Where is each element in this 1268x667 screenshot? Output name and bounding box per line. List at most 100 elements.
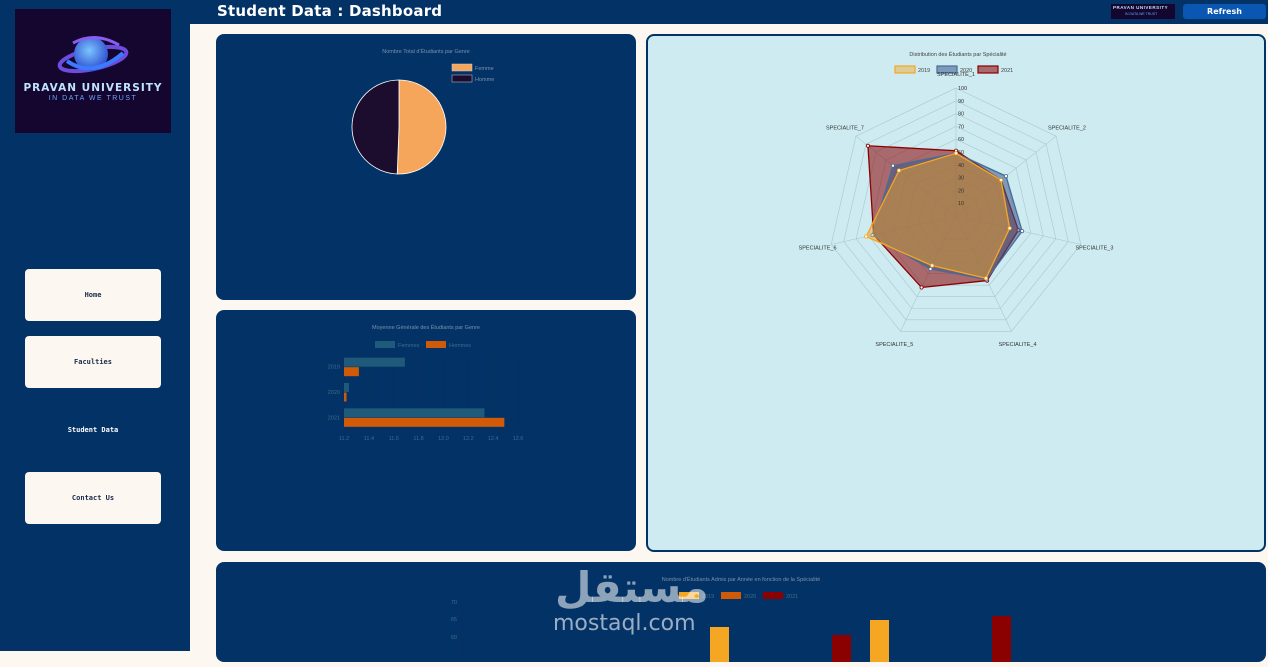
- radar-point: [1004, 174, 1009, 179]
- radar-axis-label: SPECIALITE_2: [1048, 125, 1086, 131]
- legend-swatch: [763, 592, 783, 599]
- x-tick-label: 12.0: [438, 436, 449, 442]
- legend-swatch: [375, 341, 395, 348]
- nav-faculties-button[interactable]: Faculties: [25, 336, 161, 388]
- radar-point: [865, 143, 870, 148]
- university-tagline: IN DATA WE TRUST: [48, 95, 138, 102]
- radar-point: [870, 233, 875, 238]
- radar-point: [1020, 229, 1025, 234]
- radar-grid-ring: [843, 100, 1069, 321]
- nav-home-button[interactable]: Home: [25, 269, 161, 321]
- radar-series-2019: [865, 152, 1011, 280]
- x-tick-label: 12.6: [513, 436, 524, 442]
- x-tick-label: 11.8: [413, 436, 423, 442]
- legend-label: 2019: [702, 594, 714, 600]
- radar-axis-label: SPECIALITE_5: [875, 342, 913, 348]
- radar-point: [930, 263, 935, 268]
- admitted-bar-chart: Nombre d'Étudiants Admis par Année en fo…: [451, 576, 1011, 667]
- radar-tick-label: 10: [958, 201, 964, 207]
- admitted-bars: [710, 616, 1011, 667]
- x-tick-label: 11.2: [339, 436, 349, 442]
- average-bar-card: Moyenne Générale des Étudiants par Genre…: [216, 310, 636, 551]
- watermark-latin: mostaql.com: [553, 611, 696, 636]
- legend-swatch: [721, 592, 741, 599]
- university-logo: PRAVAN UNIVERSITY IN DATA WE TRUST: [15, 9, 171, 133]
- x-tick-label: 12.4: [488, 436, 499, 442]
- legend-swatch: [451, 74, 473, 83]
- radar-axis-label: SPECIALITE_3: [1075, 246, 1113, 252]
- legend-swatch: [936, 65, 958, 74]
- admitted-bar: [992, 616, 1011, 666]
- radar-tick-label: 30: [958, 176, 964, 182]
- hbar-bar: [344, 392, 347, 402]
- legend-label: 2020: [744, 594, 756, 600]
- y-tick-label: 2019: [328, 365, 340, 371]
- legend-swatch: [451, 63, 473, 72]
- gender-pie-chart: Nombre Total d'Étudiants par Genre Femme…: [351, 48, 494, 175]
- radar-point: [999, 178, 1004, 183]
- y-tick-label: 60: [451, 635, 457, 641]
- nav-contact-button[interactable]: Contact Us: [25, 472, 161, 524]
- globe-logo-icon: [57, 36, 129, 74]
- radar-tick-label: 50: [958, 150, 964, 156]
- radar-grid-ring: [830, 87, 1082, 332]
- hbar-bar: [344, 357, 405, 367]
- specialite-radar-chart: Distribution des Étudiants par Spécialit…: [799, 51, 1114, 348]
- x-tick-label: 12.2: [463, 436, 474, 442]
- radar-series-2020: [871, 152, 1023, 281]
- hbar-title: Moyenne Générale des Étudiants par Genre: [372, 324, 480, 331]
- pie-slice-homme: [351, 79, 400, 175]
- x-tick-label: 11.6: [389, 436, 399, 442]
- hbar-bar: [344, 417, 505, 427]
- radar-point: [864, 234, 869, 239]
- legend-label: Femme: [475, 66, 494, 72]
- radar-point: [1007, 226, 1012, 231]
- radar-point: [928, 267, 933, 272]
- pie-slice-femme: [396, 79, 447, 175]
- y-tick-label: 2020: [328, 390, 340, 396]
- radar-axis-label: SPECIALITE_6: [799, 246, 837, 252]
- radar-tick-label: 80: [958, 112, 964, 118]
- legend-label: 2021: [786, 594, 798, 600]
- radar-tick-label: 40: [958, 163, 964, 169]
- radar-point: [983, 276, 988, 281]
- radar-title: Distribution des Étudiants par Spécialit…: [909, 51, 1006, 58]
- watermark-arabic: مستقل: [555, 563, 709, 612]
- admitted-title: Nombre d'Étudiants Admis par Année en fo…: [662, 576, 821, 583]
- sidebar: PRAVAN UNIVERSITY IN DATA WE TRUST Home …: [0, 0, 190, 651]
- radar-axis-label: SPECIALITE_4: [999, 342, 1037, 348]
- legend-swatch: [894, 65, 916, 74]
- mini-logo-tagline: IN DATA WE TRUST: [1125, 12, 1158, 16]
- specialite-radar-card: Distribution des Étudiants par Spécialit…: [646, 34, 1266, 552]
- nav-student-data-button[interactable]: Student Data: [67, 426, 119, 434]
- radar-tick-label: 100: [958, 86, 967, 92]
- radar-point: [919, 285, 924, 290]
- admitted-bar: [710, 627, 729, 667]
- pie-title: Nombre Total d'Étudiants par Genre: [382, 48, 469, 55]
- header-mini-logo: PRAVAN UNIVERSITY IN DATA WE TRUST: [1111, 4, 1175, 19]
- legend-swatch: [977, 65, 999, 74]
- admitted-bar: [870, 620, 889, 665]
- legend-label: 2021: [1001, 68, 1013, 74]
- legend-label: Hommes: [449, 343, 471, 349]
- mini-logo-name: PRAVAN UNIVERSITY: [1113, 5, 1169, 10]
- y-tick-label: 2021: [328, 415, 340, 421]
- legend-swatch: [426, 341, 446, 348]
- hbar-bar: [344, 408, 485, 418]
- radar-tick-label: 20: [958, 188, 964, 194]
- hbar-bar: [344, 367, 359, 377]
- admitted-bar: [832, 635, 851, 665]
- refresh-button[interactable]: Refresh: [1183, 4, 1266, 19]
- average-bar-chart: Moyenne Générale des Étudiants par Genre…: [328, 324, 524, 442]
- legend-label: Femmes: [398, 343, 420, 349]
- y-tick-label: 65: [451, 617, 457, 623]
- radar-axis-label: SPECIALITE_7: [826, 125, 864, 131]
- legend-label: Homme: [475, 77, 494, 83]
- radar-point: [953, 151, 958, 156]
- x-tick-label: 11.4: [364, 436, 374, 442]
- radar-point: [890, 163, 895, 168]
- radar-point: [896, 168, 901, 173]
- radar-tick-label: 90: [958, 99, 964, 105]
- university-name: PRAVAN UNIVERSITY: [23, 82, 163, 94]
- legend-label: 2020: [960, 68, 972, 74]
